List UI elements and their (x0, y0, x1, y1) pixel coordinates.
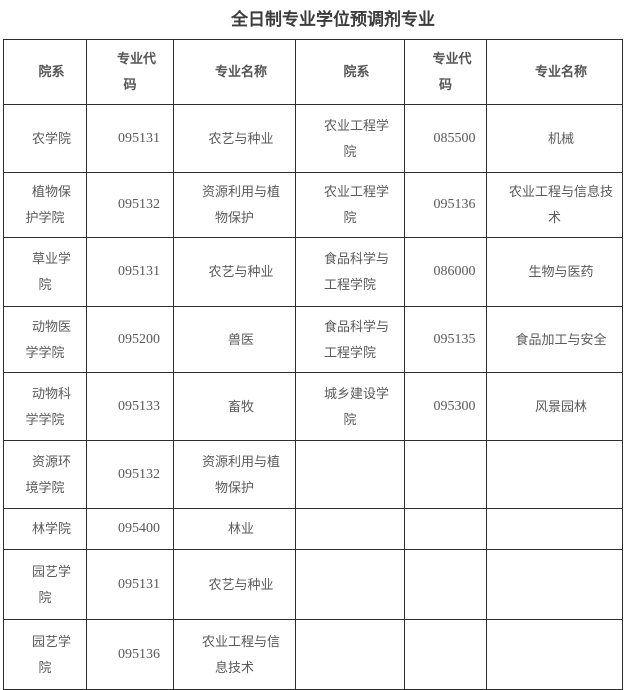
cell-department-left: 园艺学 院 (3, 619, 87, 690)
cell-name-right: 食品加工与安全 (486, 306, 623, 373)
cell-code-right (404, 508, 487, 550)
cell-code-right: 095300 (404, 372, 487, 441)
cell-department-right (295, 508, 405, 550)
cell-name-left: 资源利用与植 物保护 (173, 440, 296, 509)
cell-name-left: 农业工程与信 息技术 (173, 619, 296, 690)
table-row: 草业学 院 095131 农艺与种业 食品科学与 工程学院 086000 生物与… (3, 237, 623, 307)
cell-department-right: 食品科学与 工程学院 (295, 237, 405, 307)
cell-code-left: 095131 (86, 104, 174, 173)
cell-code-left: 095132 (86, 440, 174, 509)
cell-code-right: 095135 (404, 306, 487, 373)
table-row: 植物保 护学院 095132 资源利用与植 物保护 农业工程学 院 095136… (3, 172, 623, 238)
cell-name-right: 机械 (486, 104, 623, 173)
cell-department-right: 食品科学与 工程学院 (295, 306, 405, 373)
header-department-right: 院系 (295, 39, 405, 105)
cell-code-left: 095131 (86, 549, 174, 620)
header-row: 院系 专业代 码 专业名称 院系 专业代 码 专业名称 (3, 39, 623, 105)
page-title: 全日制专业学位预调剂专业 (231, 10, 435, 29)
cell-name-left: 农艺与种业 (173, 549, 296, 620)
cell-name-right (486, 619, 623, 690)
cell-code-left: 095200 (86, 306, 174, 373)
table-row: 园艺学 院 095136 农业工程与信 息技术 (3, 619, 623, 690)
cell-department-left: 植物保 护学院 (3, 172, 87, 238)
table-row: 园艺学 院 095131 农艺与种业 (3, 549, 623, 620)
cell-name-left: 兽医 (173, 306, 296, 373)
cell-department-right (295, 440, 405, 509)
cell-name-right (486, 508, 623, 550)
cell-name-right (486, 440, 623, 509)
cell-code-left: 095133 (86, 372, 174, 441)
cell-code-left: 095131 (86, 237, 174, 307)
cell-department-left: 资源环 境学院 (3, 440, 87, 509)
cell-department-right: 农业工程学 院 (295, 104, 405, 173)
cell-code-right: 086000 (404, 237, 487, 307)
header-major-code-right: 专业代 码 (404, 39, 487, 105)
cell-code-right (404, 549, 487, 620)
table-row: 动物科 学学院 095133 畜牧 城乡建设学 院 095300 风景园林 (3, 372, 623, 441)
cell-name-right: 风景园林 (486, 372, 623, 441)
cell-name-right (486, 549, 623, 620)
cell-code-left: 095132 (86, 172, 174, 238)
header-major-code-left: 专业代 码 (86, 39, 174, 105)
cell-code-right: 085500 (404, 104, 487, 173)
cell-department-left: 动物科 学学院 (3, 372, 87, 441)
cell-department-right: 城乡建设学 院 (295, 372, 405, 441)
cell-department-left: 园艺学 院 (3, 549, 87, 620)
cell-name-left: 林业 (173, 508, 296, 550)
table-row: 农学院 095131 农艺与种业 农业工程学 院 085500 机械 (3, 104, 623, 173)
cell-department-left: 动物医 学学院 (3, 306, 87, 373)
cell-department-right (295, 549, 405, 620)
cell-code-left: 095136 (86, 619, 174, 690)
cell-name-left: 畜牧 (173, 372, 296, 441)
table-row: 林学院 095400 林业 (3, 508, 623, 550)
cell-name-left: 资源利用与植 物保护 (173, 172, 296, 238)
cell-department-left: 农学院 (3, 104, 87, 173)
cell-code-right (404, 440, 487, 509)
cell-department-right: 农业工程学 院 (295, 172, 405, 238)
cell-code-left: 095400 (86, 508, 174, 550)
cell-name-left: 农艺与种业 (173, 104, 296, 173)
majors-table: 院系 专业代 码 专业名称 院系 专业代 码 专业名称 农学院 095131 农… (3, 39, 623, 690)
header-department-left: 院系 (3, 39, 87, 105)
header-major-name-left: 专业名称 (173, 39, 296, 105)
cell-name-left: 农艺与种业 (173, 237, 296, 307)
table-row: 动物医 学学院 095200 兽医 食品科学与 工程学院 095135 食品加工… (3, 306, 623, 373)
cell-name-right: 生物与医药 (486, 237, 623, 307)
cell-department-left: 草业学 院 (3, 237, 87, 307)
cell-name-right: 农业工程与信息技 术 (486, 172, 623, 238)
header-major-name-right: 专业名称 (486, 39, 623, 105)
cell-department-right (295, 619, 405, 690)
cell-department-left: 林学院 (3, 508, 87, 550)
table-row: 资源环 境学院 095132 资源利用与植 物保护 (3, 440, 623, 509)
cell-code-right: 095136 (404, 172, 487, 238)
cell-code-right (404, 619, 487, 690)
